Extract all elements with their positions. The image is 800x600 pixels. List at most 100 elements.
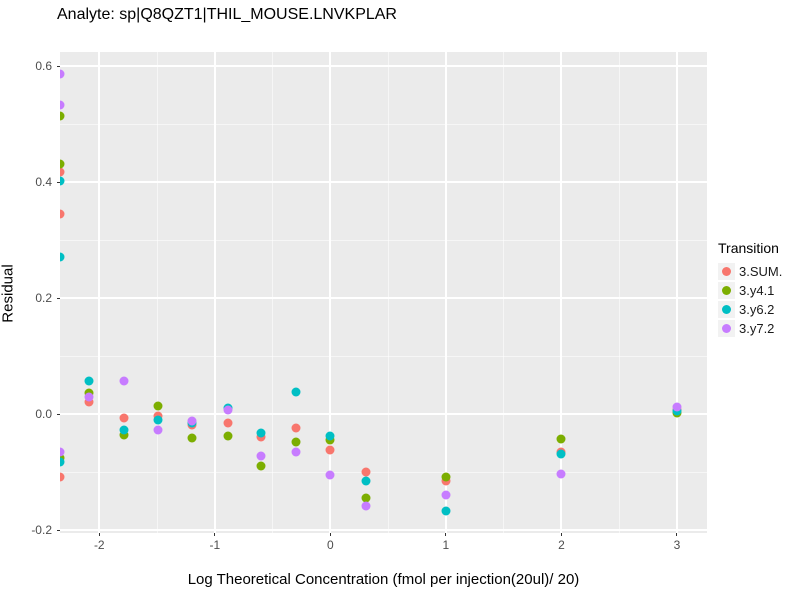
gridline-minor-x bbox=[156, 52, 158, 533]
data-point bbox=[256, 461, 266, 471]
data-point bbox=[60, 472, 65, 482]
legend-key bbox=[718, 320, 735, 337]
legend-key bbox=[718, 263, 735, 280]
gridline-minor-x bbox=[272, 52, 274, 533]
data-point bbox=[187, 416, 197, 426]
data-point bbox=[119, 376, 129, 386]
y-tick-mark bbox=[57, 413, 60, 415]
legend-item: 3.y4.1 bbox=[718, 281, 782, 300]
x-axis-title: Log Theoretical Concentration (fmol per … bbox=[187, 571, 580, 588]
data-point bbox=[291, 423, 301, 433]
data-point bbox=[187, 433, 197, 443]
gridline-minor-x bbox=[618, 52, 620, 533]
gridline-major-x bbox=[98, 52, 101, 533]
data-point bbox=[291, 437, 301, 447]
data-point bbox=[672, 402, 682, 412]
gridline-major-y bbox=[60, 529, 707, 532]
data-point bbox=[153, 425, 163, 435]
data-point bbox=[60, 457, 65, 467]
data-point bbox=[256, 428, 266, 438]
data-point bbox=[441, 472, 451, 482]
data-point bbox=[60, 159, 65, 169]
y-tick-mark bbox=[57, 65, 60, 67]
x-tick-mark bbox=[445, 533, 447, 536]
data-point bbox=[60, 453, 65, 463]
legend-swatch bbox=[722, 305, 731, 314]
gridline-minor-y bbox=[60, 471, 707, 473]
x-tick-mark bbox=[560, 533, 562, 536]
x-tick-label: -2 bbox=[93, 538, 105, 552]
data-point bbox=[60, 100, 65, 110]
data-point bbox=[60, 69, 65, 79]
data-point bbox=[84, 376, 94, 386]
data-point bbox=[84, 397, 94, 407]
data-point bbox=[223, 405, 233, 415]
legend-item-label: 3.y7.2 bbox=[739, 321, 775, 336]
gridline-major-y bbox=[60, 65, 707, 68]
data-point bbox=[291, 447, 301, 457]
data-point bbox=[119, 430, 129, 440]
legend-key bbox=[718, 301, 735, 318]
y-tick-mark bbox=[57, 529, 60, 531]
legend-title: Transition bbox=[718, 240, 779, 256]
y-tick-label: 0.6 bbox=[35, 59, 52, 74]
data-point bbox=[556, 434, 566, 444]
y-tick-mark bbox=[57, 181, 60, 183]
data-point bbox=[361, 493, 371, 503]
legend-swatch bbox=[722, 324, 731, 333]
legend-item-label: 3.y4.1 bbox=[739, 283, 775, 298]
x-tick-label: 0 bbox=[327, 538, 334, 552]
y-axis-title: Residual bbox=[0, 264, 17, 323]
data-point bbox=[223, 418, 233, 428]
x-tick-label: 2 bbox=[558, 538, 565, 552]
x-tick-mark bbox=[214, 533, 216, 536]
plot-title: Analyte: sp|Q8QZT1|THIL_MOUSE.LNVKPLAR bbox=[57, 6, 397, 23]
data-point bbox=[119, 413, 129, 423]
y-tick-label: -0.2 bbox=[31, 523, 52, 538]
data-point bbox=[223, 431, 233, 441]
x-tick-mark bbox=[98, 533, 100, 536]
gridline-major-x bbox=[444, 52, 447, 533]
x-tick-mark bbox=[676, 533, 678, 536]
y-tick-mark bbox=[57, 297, 60, 299]
data-point bbox=[60, 176, 65, 186]
gridline-major-y bbox=[60, 297, 707, 300]
data-point bbox=[153, 415, 163, 425]
gridline-minor-x bbox=[503, 52, 505, 533]
gridline-major-x bbox=[213, 52, 216, 533]
y-tick-label: 0.4 bbox=[35, 175, 52, 190]
data-point bbox=[60, 209, 65, 219]
legend-items: 3.SUM. 3.y4.1 3.y6.2 3.y7.2 bbox=[718, 262, 782, 338]
y-tick-label: 0.0 bbox=[35, 407, 52, 422]
gridline-minor-y bbox=[60, 355, 707, 357]
gridline-major-x bbox=[675, 52, 678, 533]
data-point bbox=[361, 501, 371, 511]
gridline-minor-y bbox=[60, 123, 707, 125]
data-point bbox=[119, 425, 129, 435]
legend-swatch bbox=[722, 267, 731, 276]
data-point bbox=[325, 431, 335, 441]
x-tick-label: 1 bbox=[442, 538, 450, 552]
legend-item-label: 3.y6.2 bbox=[739, 302, 775, 317]
plot-panel bbox=[60, 52, 707, 533]
data-point bbox=[84, 392, 94, 402]
data-point bbox=[256, 451, 266, 461]
legend-item: 3.y6.2 bbox=[718, 300, 782, 319]
data-point bbox=[325, 435, 335, 445]
data-point bbox=[60, 252, 65, 262]
legend-item: 3.y7.2 bbox=[718, 319, 782, 338]
legend-key bbox=[718, 282, 735, 299]
data-point bbox=[441, 490, 451, 500]
data-point bbox=[84, 388, 94, 398]
data-point bbox=[556, 449, 566, 459]
gridline-minor-x bbox=[387, 52, 389, 533]
data-point bbox=[325, 470, 335, 480]
legend-item: 3.SUM. bbox=[718, 262, 782, 281]
data-point bbox=[60, 447, 65, 457]
gridline-major-x bbox=[329, 52, 332, 533]
gridline-major-y bbox=[60, 413, 707, 416]
x-tick-label: 3 bbox=[673, 538, 681, 552]
legend-item-label: 3.SUM. bbox=[739, 264, 783, 279]
gridline-minor-y bbox=[60, 239, 707, 241]
